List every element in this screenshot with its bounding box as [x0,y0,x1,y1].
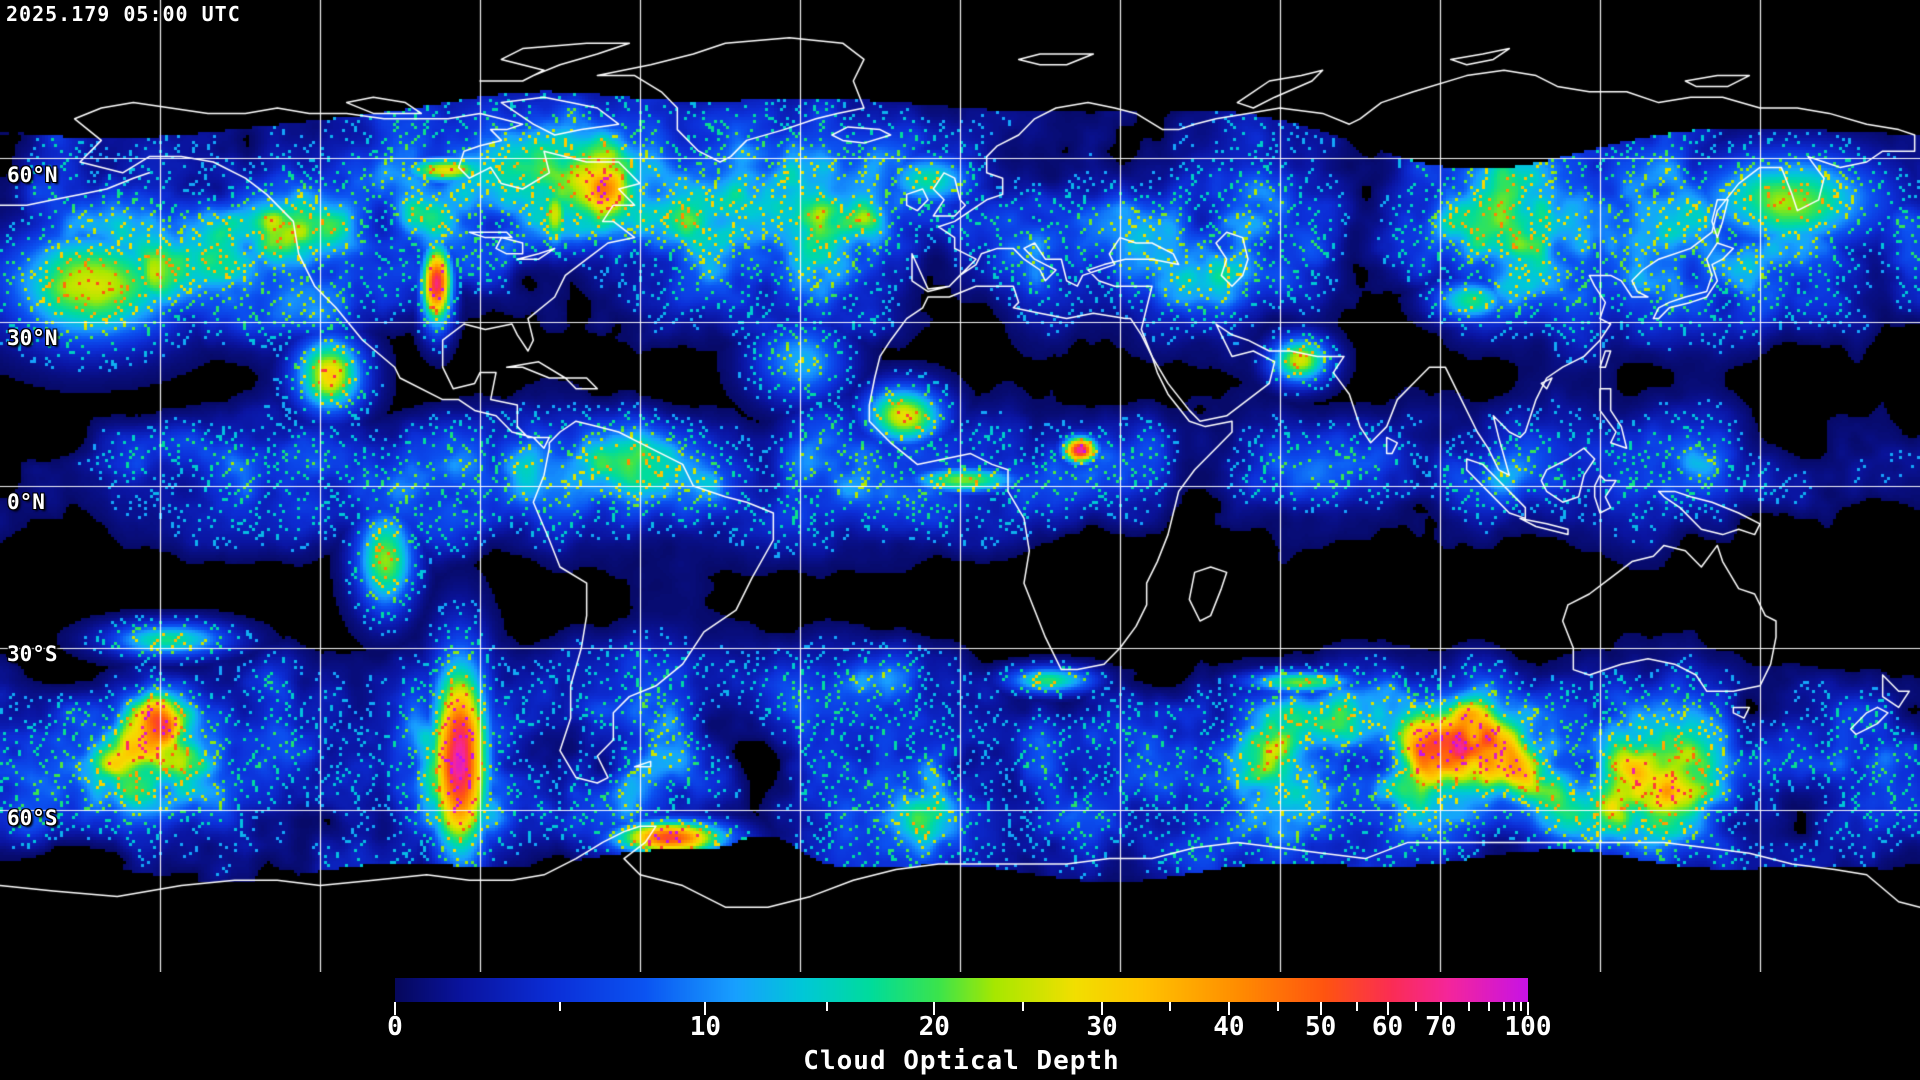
colorbar-tick [1021,1002,1024,1011]
colorbar-tick [1527,1002,1529,1015]
colorbar-tick [394,1002,396,1015]
colorbar-tick [933,1002,936,1015]
colorbar-tick [825,1002,828,1011]
colorbar-tick [1488,1002,1491,1011]
colorbar-tick [1414,1002,1417,1011]
colorbar-tick [1520,1002,1523,1011]
colorbar-tick [1513,1002,1516,1011]
colorbar-tick-label: 0 [387,1012,403,1042]
colorbar-tick-label: 30 [1086,1012,1118,1042]
colorbar-tick [1503,1002,1506,1011]
colorbar-title: Cloud Optical Depth [803,1046,1120,1076]
colorbar-tick [1468,1002,1471,1011]
colorbar-tick [1168,1002,1171,1011]
colorbar-tick [704,1002,707,1015]
colorbar-tick [1227,1002,1230,1015]
colorbar-tick-label: 60 [1371,1012,1404,1042]
colorbar-tick-label: 70 [1425,1012,1457,1042]
colorbar-tick [559,1002,562,1011]
colorbar-tick-label: 10 [689,1012,722,1042]
colorbar-tick-label: 50 [1305,1012,1337,1042]
colorbar-tick-label: 40 [1213,1012,1245,1042]
colorbar-tick [1439,1002,1442,1015]
colorbar-tick-label: 100 [1504,1012,1552,1042]
colorbar-tick [1355,1002,1358,1011]
colorbar-gradient [395,978,1528,1002]
colorbar-tick [1276,1002,1279,1011]
colorbar-tick-label: 20 [918,1012,950,1042]
world-cloud-map-canvas [0,0,1920,972]
colorbar-tick [1100,1002,1103,1015]
colorbar-tick [1319,1002,1322,1015]
colorbar-tick [1386,1002,1389,1015]
